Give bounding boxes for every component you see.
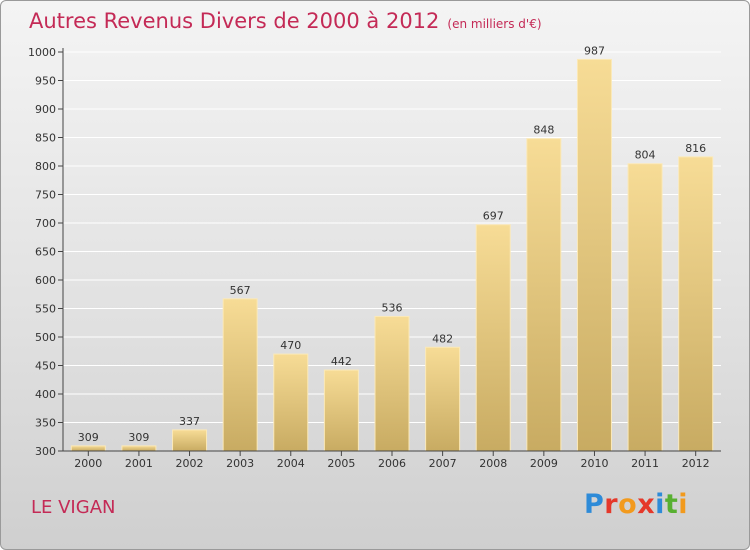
bar-2001 [121,445,157,452]
proxiti-logo: Proxiti [584,489,688,520]
value-label-2005: 442 [331,355,352,368]
bar-2012 [678,156,714,452]
x-tick-label-2004: 2004 [277,457,305,470]
y-tick-label: 850 [35,132,56,145]
logo-letter: t [664,489,679,520]
y-tick-label: 650 [35,246,56,259]
y-tick-label: 350 [35,417,56,430]
value-label-2004: 470 [280,339,301,352]
y-tick-label: 300 [35,445,56,458]
x-tick-label-2002: 2002 [176,457,204,470]
chart-title: Autres Revenus Divers de 2000 à 2012 (en … [29,9,542,33]
axes [58,48,721,456]
y-tick-label: 1000 [28,46,56,59]
x-tick-label-2000: 2000 [74,457,102,470]
bar-2003 [222,298,258,452]
x-tick-label-2007: 2007 [429,457,457,470]
y-tick-label: 900 [35,103,56,116]
x-tick-label-2006: 2006 [378,457,406,470]
value-label-2003: 567 [230,284,251,297]
value-label-2007: 482 [432,332,453,345]
bars [70,58,714,452]
value-label-2001: 309 [128,431,149,444]
bar-2000 [70,445,106,452]
x-tick-label-2001: 2001 [125,457,153,470]
bar-2009 [526,138,562,452]
bar-2010 [576,58,612,452]
chart-title-text: Autres Revenus Divers de 2000 à 2012 [29,9,440,33]
value-label-2002: 337 [179,415,200,428]
logo-letter: r [604,489,619,520]
value-label-2010: 987 [584,44,605,57]
bar-2005 [323,369,359,452]
y-tick-label: 700 [35,217,56,230]
labels: 300 350 400 450 500 550 600 650 700 750 800 850 900 9… [28,44,710,470]
value-label-2011: 804 [635,149,656,162]
logo-letter: x [637,489,656,520]
logo-letter: i [655,489,665,520]
y-tick-label: 750 [35,189,56,202]
value-label-2012: 816 [685,142,706,155]
value-label-2006: 536 [382,301,403,314]
bar-2011 [627,163,663,452]
y-tick-label: 450 [35,360,56,373]
bar-2004 [273,353,309,452]
x-tick-label-2008: 2008 [479,457,507,470]
x-tick-label-2005: 2005 [327,457,355,470]
commune-name: LE VIGAN [31,497,116,518]
value-label-2008: 697 [483,210,504,223]
bar-2006 [374,315,410,452]
x-tick-label-2012: 2012 [682,457,710,470]
y-tick-label: 550 [35,303,56,316]
bar-2008 [475,224,511,452]
logo-letter: i [678,489,689,520]
x-tick-label-2003: 2003 [226,457,254,470]
chart-unit: (en milliers d'€) [447,17,542,31]
bar-2002 [172,429,208,452]
logo-letter: P [584,489,605,520]
y-tick-label: 600 [35,274,56,287]
bar-2007 [425,346,461,452]
logo-letter: o [618,489,638,520]
x-tick-label-2009: 2009 [530,457,558,470]
y-tick-label: 800 [35,160,56,173]
x-tick-label-2011: 2011 [631,457,659,470]
y-tick-label: 950 [35,75,56,88]
value-label-2009: 848 [533,124,554,137]
y-tick-label: 500 [35,331,56,344]
x-tick-label-2010: 2010 [580,457,608,470]
value-label-2000: 309 [78,431,99,444]
y-tick-label: 400 [35,388,56,401]
